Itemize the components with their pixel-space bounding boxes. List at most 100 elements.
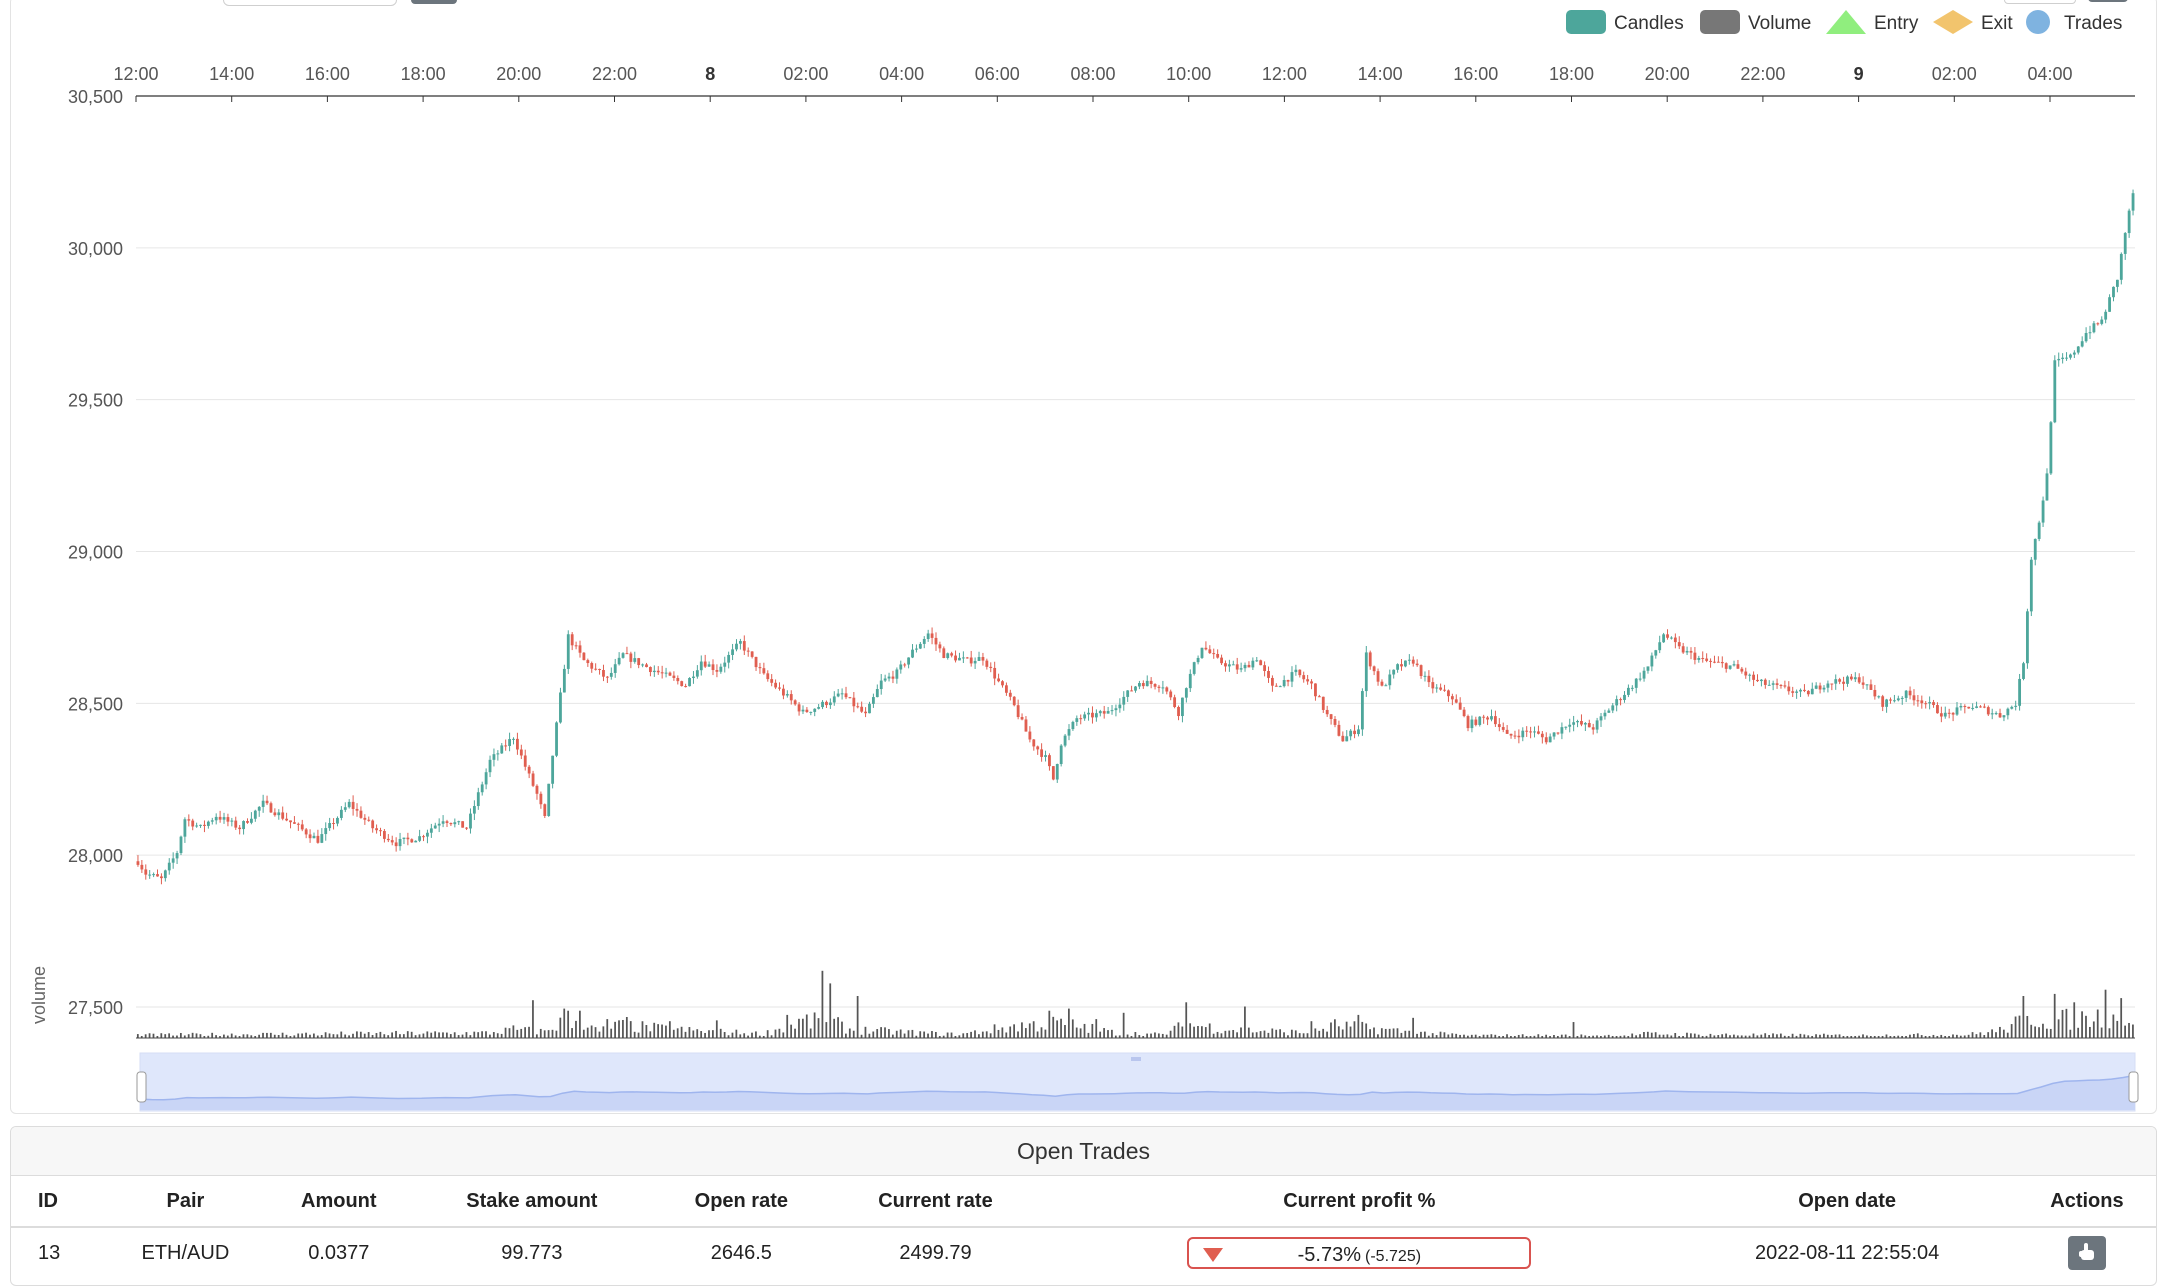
volume-bar [1803,1034,1806,1038]
volume-bar [1838,1034,1841,1038]
candle [539,793,543,805]
volume-bar [622,1019,624,1038]
legend-label: Exit [1981,13,2013,34]
candle [1368,652,1372,667]
volume-bar [402,1034,405,1038]
candle [1576,721,1579,723]
volume-bar [735,1029,738,1038]
volume-bar [1232,1029,1235,1038]
volume-bar [790,1024,793,1038]
volume-bar [1963,1035,1966,1038]
x-tick-label: 16:00 [1453,64,1498,84]
candle [386,838,390,841]
volume-bar [817,1018,820,1038]
col-header-current-rate[interactable]: Current rate [828,1176,1043,1228]
col-header-id[interactable]: ID [11,1176,104,1228]
volume-bar [1263,1030,1266,1038]
candle [875,689,879,698]
candle [433,825,437,829]
col-header-amount[interactable]: Amount [267,1176,410,1228]
col-header-open-rate[interactable]: Open rate [653,1176,829,1228]
candle [2112,286,2115,298]
volume-bar [1944,1036,1947,1038]
candle [1619,699,1622,701]
candle [2119,253,2123,280]
volume-bar [1361,1021,1364,1038]
candle [1177,707,1180,717]
volume-bar [1901,1036,1904,1038]
volume-bar [1314,1028,1317,1038]
volume-bar [496,1033,499,1038]
volume-bar [1251,1032,1254,1038]
volume-bar [688,1027,691,1038]
volume-bar [1099,1031,1102,1038]
volume-bar [579,1010,581,1038]
table-row[interactable]: 13 ETH/AUD 0.0377 99.773 2646.5 2499.79 … [11,1227,2156,1278]
candle [500,745,504,754]
volume-bar [801,1018,804,1038]
x-tick-label: 12:00 [113,64,158,84]
settings-button[interactable] [2088,0,2128,2]
volume-bar [219,1036,221,1038]
candle [1470,719,1474,729]
volume-bar [1646,1031,1649,1038]
volume-bar [1157,1033,1160,1038]
col-header-open-date[interactable]: Open date [1676,1176,2018,1228]
candle [1979,706,1982,708]
candle [746,650,750,652]
candle [2127,210,2131,234]
volume-bar [269,1032,272,1038]
volume-bar [543,1030,546,1038]
candle [707,664,711,667]
volume-bar [179,1032,182,1038]
refresh-button[interactable] [411,0,457,4]
volume-bar [661,1024,663,1038]
volume-bar [1294,1030,1297,1038]
data-zoom-slider[interactable] [136,1052,2139,1112]
volume-bar [1439,1031,1442,1038]
candle [257,806,261,811]
volume-bar [1001,1027,1004,1038]
profit-absolute: (-5.725) [1365,1248,1422,1265]
candle [1634,678,1638,688]
candle [895,669,899,679]
candle [516,738,519,750]
volume-bar [2038,1027,2040,1038]
candle [645,664,648,668]
col-header-pair[interactable]: Pair [103,1176,268,1228]
volume-bar [426,1031,429,1038]
candle [1435,687,1439,689]
candlestick-chart[interactable]: 27,500 28,000 28,500 29,000 29,500 30,000 30,5… [0,0,2164,1120]
trade-actions-button[interactable] [2067,1236,2106,1270]
volume-bar [1408,1030,1411,1038]
volume-bar [1404,1030,1407,1038]
candle [1439,687,1443,690]
candle [1490,716,1493,720]
volume-bar [1693,1033,1696,1038]
candle [398,838,402,847]
volume-bar [629,1021,632,1038]
volume-bar [230,1033,233,1038]
candle [664,672,668,674]
chart-legend[interactable]: Candles Volume Entry Exit Trades [1566,10,2122,34]
candle [1533,731,1536,733]
volume-bar [1091,1023,1094,1038]
trade-id: 13 [38,1241,61,1264]
volume-bar [332,1034,335,1038]
candle [1994,713,1998,715]
candle [1943,712,1947,717]
volume-bar [794,1028,796,1038]
candle [985,660,989,667]
col-header-stake-amount[interactable]: Stake amount [409,1176,654,1228]
candle [437,823,441,826]
col-header-current-profit[interactable]: Current profit % [1042,1176,1677,1228]
candle [1208,649,1212,654]
candle [1044,755,1047,757]
volume-bar [2128,1022,2130,1038]
candle [1752,674,1755,680]
candle [1760,679,1763,682]
volume-bar [2085,1015,2087,1038]
volume-bar [1584,1035,1587,1038]
volume-bar [473,1031,476,1038]
candle [1791,691,1795,693]
